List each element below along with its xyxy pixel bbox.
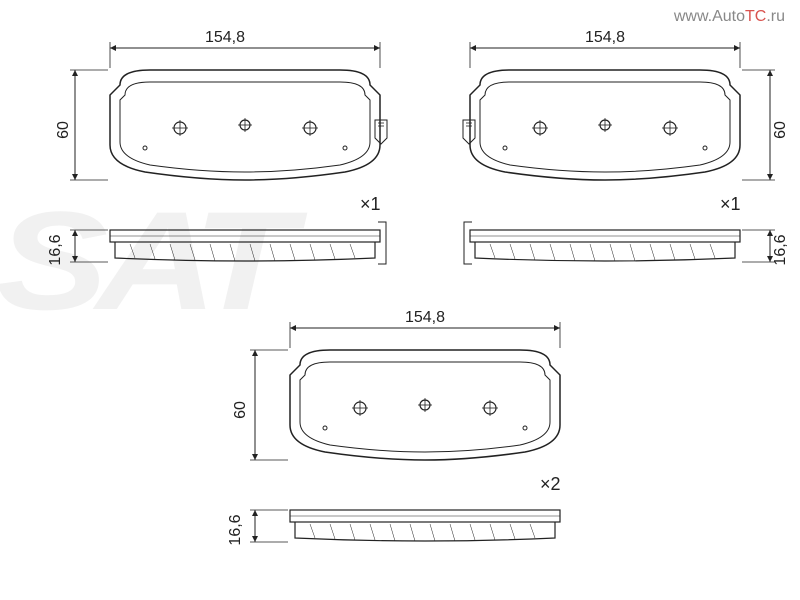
- mult-b: ×2: [540, 474, 561, 494]
- mult-tl: ×1: [360, 194, 381, 214]
- dim-width-tl: 154,8: [205, 29, 245, 46]
- dim-height-tl: 60: [55, 121, 72, 139]
- dim-thick-r: 16,6: [772, 234, 789, 265]
- diagram-svg: 154,8 60 ×1 154,8 60 ×1 16,6 16,6 154,8: [0, 0, 800, 600]
- dim-width-b: 154,8: [405, 309, 445, 326]
- dim-thick-l: 16,6: [47, 234, 64, 265]
- dim-width-tr: 154,8: [585, 29, 625, 46]
- dim-height-tr: 60: [772, 121, 789, 139]
- dim-height-b: 60: [232, 401, 249, 419]
- pad-bottom: [290, 350, 560, 460]
- mult-tr: ×1: [720, 194, 741, 214]
- pad-top-left: [110, 70, 387, 180]
- pad-top-right: [463, 70, 740, 180]
- side-bottom: [290, 510, 560, 541]
- side-left: [110, 222, 386, 264]
- side-right: [464, 222, 740, 264]
- dim-thick-b: 16,6: [227, 514, 244, 545]
